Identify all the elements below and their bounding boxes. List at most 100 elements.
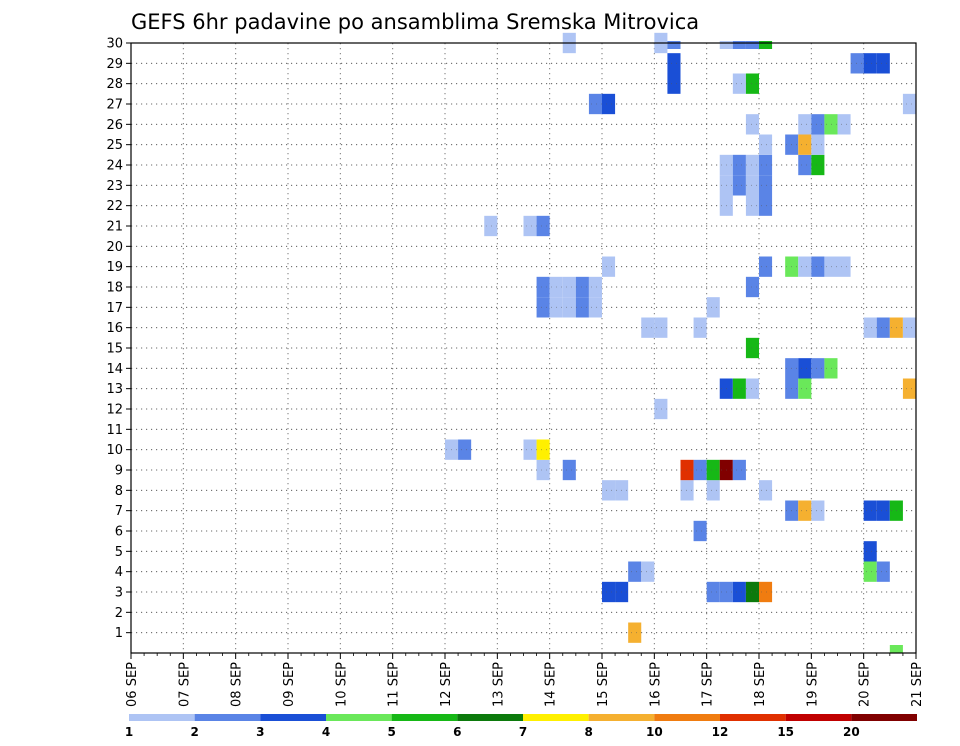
heatmap-cell (536, 276, 550, 298)
heatmap-cell (876, 500, 890, 521)
colorbar-label: 4 (322, 725, 330, 739)
y-tick-label: 16 (106, 321, 123, 336)
colorbar-segment (129, 714, 195, 721)
heatmap-cell (798, 378, 812, 399)
heatmap-cell (811, 500, 825, 521)
x-tick-label: 13 SEP (491, 662, 506, 707)
x-tick-label: 17 SEP (701, 662, 716, 707)
x-tick-label: 12 SEP (439, 662, 454, 707)
heatmap-cell (811, 154, 825, 176)
y-tick-label: 6 (115, 525, 123, 540)
x-tick-label: 09 SEP (282, 662, 297, 707)
heatmap-cell (602, 480, 616, 501)
x-tick-label: 16 SEP (648, 662, 663, 707)
heatmap-cell (798, 154, 812, 176)
heatmap-cell (824, 358, 838, 379)
heatmap-cell (798, 134, 812, 155)
y-tick-label: 27 (106, 98, 123, 113)
grid-dot-overlay (131, 62, 916, 634)
y-tick-label: 15 (106, 342, 123, 357)
colorbar-label: 20 (843, 725, 860, 739)
x-tick-label: 14 SEP (544, 662, 559, 707)
y-tick-label: 2 (115, 606, 123, 621)
heatmap-cell (745, 73, 759, 94)
heatmap-cell (536, 459, 550, 481)
heatmap-cell (745, 175, 759, 196)
y-tick-label: 18 (106, 281, 123, 296)
x-tick-label: 06 SEP (125, 662, 140, 707)
heatmap-cell (863, 541, 877, 562)
heatmap-cell (458, 439, 472, 460)
colorbar-label: 3 (256, 725, 264, 739)
heatmap-cell (732, 581, 746, 603)
heatmap-cell (706, 459, 720, 481)
y-tick-label: 7 (115, 504, 123, 519)
heatmap-cell (863, 561, 877, 582)
y-tick-label: 28 (106, 77, 123, 92)
heatmap-cell (732, 175, 746, 196)
heatmap-cell (759, 41, 773, 49)
heatmap-cell (863, 500, 877, 521)
heatmap-cell (745, 41, 759, 49)
precipitation-cells (445, 32, 916, 653)
x-tick-label: 20 SEP (858, 662, 873, 707)
y-tick-label: 17 (106, 301, 123, 316)
heatmap-cell (902, 317, 916, 338)
heatmap-cell (693, 520, 707, 542)
y-tick-label: 3 (115, 586, 123, 601)
heatmap-cell (798, 114, 812, 135)
heatmap-cell (602, 93, 616, 115)
heatmap-cell (811, 134, 825, 155)
heatmap-cell (732, 73, 746, 94)
heatmap-cell (706, 480, 720, 501)
y-tick-label: 12 (106, 403, 123, 418)
heatmap-cell (798, 500, 812, 521)
y-axis: 1234567891011121314151617181920212223242… (106, 37, 131, 641)
colorbar-label: 8 (584, 725, 592, 739)
heatmap-cell (759, 134, 773, 155)
heatmap-cell (745, 581, 759, 603)
colorbar-label: 1 (125, 725, 133, 739)
heatmap-cell (732, 378, 746, 399)
x-tick-label: 19 SEP (805, 662, 820, 707)
colorbar-label: 15 (777, 725, 794, 739)
y-tick-label: 20 (106, 240, 123, 255)
heatmap-cell (667, 73, 681, 94)
colorbar-segment (654, 714, 720, 721)
x-tick-label: 10 SEP (334, 662, 349, 707)
heatmap-cell (706, 581, 720, 603)
heatmap-cell (641, 317, 655, 338)
heatmap-cell (863, 53, 877, 74)
heatmap-cell (798, 256, 812, 277)
heatmap-cell (693, 459, 707, 481)
colorbar-segment (523, 714, 589, 721)
heatmap-cell (863, 317, 877, 338)
y-tick-label: 24 (106, 159, 123, 174)
y-tick-label: 26 (106, 118, 123, 133)
heatmap-cell (824, 114, 838, 135)
heatmap-cell (745, 114, 759, 135)
colorbar-segment (391, 714, 458, 721)
heatmap-cell (745, 378, 759, 399)
heatmap-cell (745, 195, 759, 216)
heatmap-cell (811, 114, 825, 135)
heatmap-cell (654, 398, 668, 420)
y-tick-label: 19 (106, 260, 123, 275)
heatmap-cell (575, 276, 589, 298)
heatmap-cell (719, 41, 733, 49)
heatmap-cell (602, 581, 616, 603)
heatmap-cell (732, 459, 746, 481)
x-tick-label: 11 SEP (387, 662, 402, 707)
heatmap-cell (902, 93, 916, 115)
colorbar-label: 7 (519, 725, 527, 739)
heatmap-cell (588, 276, 602, 298)
heatmap-cell (680, 459, 694, 481)
heatmap-cell (654, 317, 668, 338)
heatmap-cell (759, 581, 773, 603)
colorbar-label: 6 (453, 725, 461, 739)
colorbar-label: 2 (190, 725, 198, 739)
y-tick-label: 21 (106, 220, 123, 235)
x-tick-label: 08 SEP (230, 662, 245, 707)
